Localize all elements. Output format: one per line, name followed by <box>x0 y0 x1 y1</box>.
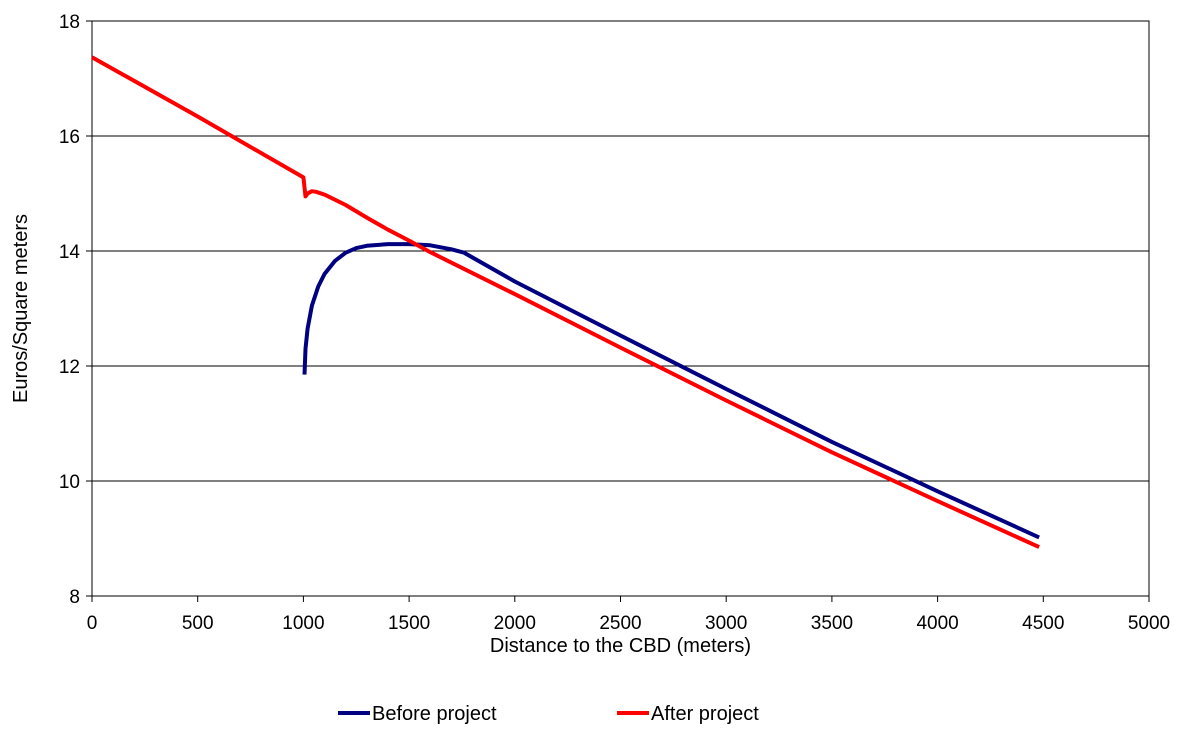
x-tick-label-8: 4000 <box>916 613 958 634</box>
x-tick-label-7: 3500 <box>811 613 853 634</box>
legend-label-after-project: After project <box>651 703 759 725</box>
axis-ticks: 8 10 12 14 16 18 0 500 1000 1500 2000 2500 3000 3500 4… <box>59 12 1170 634</box>
gridlines <box>92 135 1149 482</box>
y-tick-label-1: 10 <box>59 472 80 493</box>
legend: Before project After project <box>338 703 759 725</box>
y-tick-label-4: 16 <box>59 127 80 148</box>
x-tick-label-9: 4500 <box>1022 613 1064 634</box>
x-tick-label-0: 0 <box>87 613 98 634</box>
legend-label-before-project: Before project <box>372 703 497 725</box>
series-lines <box>91 55 1040 549</box>
series-line-after-project <box>91 55 1040 549</box>
x-tick-label-4: 2000 <box>494 613 536 634</box>
x-tick-label-1: 500 <box>182 613 214 634</box>
plot-area-frame <box>91 20 1150 597</box>
x-tick-label-2: 1000 <box>282 613 324 634</box>
y-tick-label-2: 12 <box>59 357 80 378</box>
x-tick-label-3: 1500 <box>388 613 430 634</box>
y-tick-label-5: 18 <box>59 12 80 33</box>
series-line-before-project <box>302 242 1040 540</box>
y-tick-label-3: 14 <box>59 242 81 263</box>
x-axis-title: Distance to the CBD (meters) <box>490 635 751 657</box>
y-axis-title: Euros/Square meters <box>10 214 32 403</box>
x-tick-label-6: 3000 <box>705 613 747 634</box>
x-tick-label-5: 2500 <box>599 613 641 634</box>
x-tick-label-10: 5000 <box>1128 613 1170 634</box>
y-tick-label-0: 8 <box>69 587 80 608</box>
